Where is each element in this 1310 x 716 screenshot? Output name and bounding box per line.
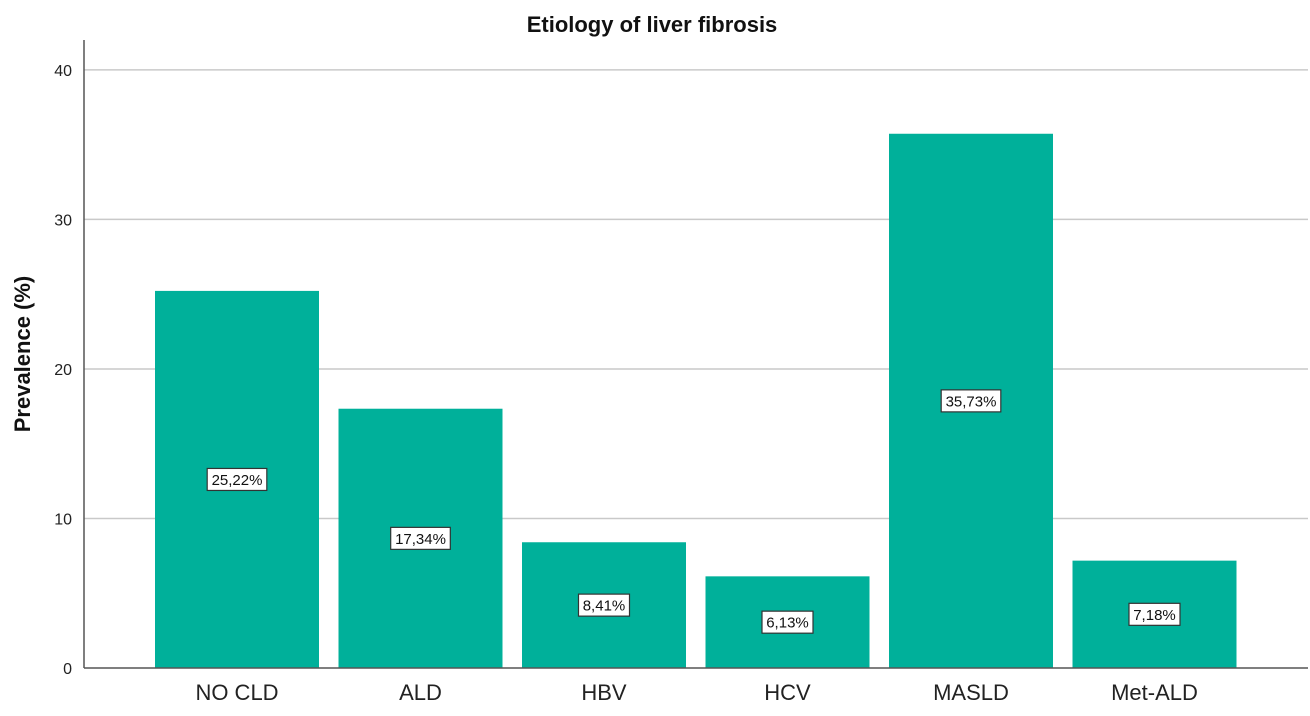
data-label: 17,34%: [395, 531, 446, 548]
data-label: 7,18%: [1133, 607, 1176, 624]
data-label-box: [577, 593, 631, 617]
data-label-box: [761, 610, 814, 634]
axes: 0 10 20 30 40 NO CLD ALD HBV HCV MASLD Met-ALD: [54, 40, 1308, 705]
data-labels: 25,22% 17,34% 8,41% 6,13% 35,73% 7,18%: [206, 389, 1181, 634]
y-tick-label: 0: [63, 661, 72, 678]
data-label-box: [206, 467, 268, 492]
bars: [155, 133, 1237, 668]
x-tick-label: ALD: [399, 680, 442, 705]
chart-title: Etiology of liver fibrosis: [527, 12, 778, 37]
y-tick-label: 40: [54, 63, 72, 80]
data-label-box: [390, 526, 451, 550]
data-label: 6,13%: [766, 615, 809, 632]
x-tick-label: HBV: [581, 680, 627, 705]
data-label: 8,41%: [583, 598, 626, 615]
y-tick-label: 30: [54, 212, 72, 229]
data-label-box: [1128, 602, 1181, 626]
y-axis-label: Prevalence (%): [10, 276, 35, 433]
data-label-box: [940, 389, 1002, 413]
x-tick-label: HCV: [764, 680, 811, 705]
x-tick-label: MASLD: [933, 680, 1009, 705]
x-tick-label: Met-ALD: [1111, 680, 1198, 705]
y-tick-label: 10: [54, 511, 72, 528]
data-label: 25,22%: [212, 472, 263, 489]
y-tick-label: 20: [54, 362, 72, 379]
x-tick-label: NO CLD: [195, 680, 278, 705]
data-label: 35,73%: [946, 393, 997, 410]
